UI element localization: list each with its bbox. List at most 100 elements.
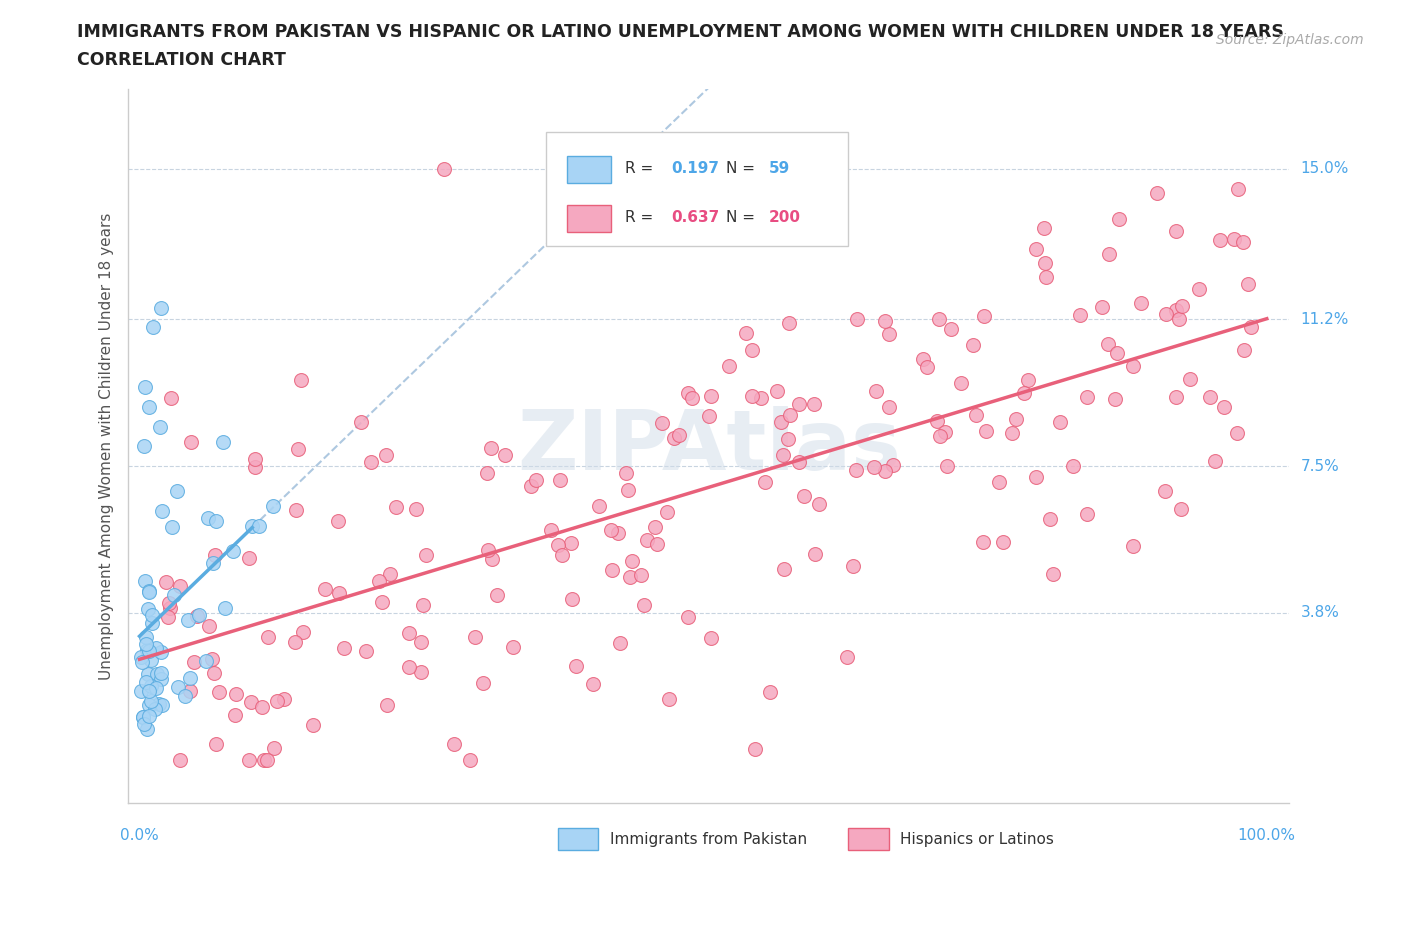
Point: [204, 737, 226, 751]
Point: [1156, 306, 1178, 321]
Point: [1062, 458, 1084, 473]
Text: 59: 59: [769, 161, 790, 177]
Point: [1122, 358, 1144, 373]
Point: [132, 710, 155, 724]
Point: [238, 752, 260, 767]
Point: [1098, 246, 1121, 261]
Point: [475, 466, 498, 481]
Point: [378, 566, 401, 581]
Point: [180, 434, 202, 449]
Point: [934, 424, 956, 439]
Point: [374, 447, 396, 462]
Point: [433, 161, 456, 176]
Point: [676, 385, 699, 400]
Point: [150, 698, 173, 712]
Point: [150, 671, 173, 686]
Point: [668, 428, 690, 443]
Point: [368, 574, 391, 589]
Point: [972, 535, 994, 550]
Point: [845, 462, 868, 477]
Point: [486, 588, 509, 603]
Point: [471, 675, 494, 690]
Point: [139, 653, 162, 668]
Point: [238, 551, 260, 565]
Point: [873, 313, 896, 328]
Point: [773, 562, 796, 577]
Point: [548, 472, 571, 487]
Point: [145, 701, 167, 716]
Point: [1017, 373, 1039, 388]
Point: [150, 300, 173, 315]
Point: [166, 679, 188, 694]
Point: [135, 674, 157, 689]
Point: [651, 416, 673, 431]
Point: [600, 523, 623, 538]
Point: [136, 667, 159, 682]
Bar: [567, 205, 612, 232]
Point: [1104, 392, 1126, 406]
Point: [155, 575, 177, 590]
Point: [519, 478, 541, 493]
Point: [787, 455, 810, 470]
Point: [332, 640, 354, 655]
Point: [862, 459, 884, 474]
Point: [149, 419, 172, 434]
Point: [928, 428, 950, 443]
Point: [621, 553, 644, 568]
Point: [157, 596, 180, 611]
Point: [676, 609, 699, 624]
Point: [787, 396, 810, 411]
Point: [1199, 390, 1222, 405]
Point: [1170, 299, 1192, 313]
Point: [1212, 400, 1234, 415]
Point: [754, 475, 776, 490]
Point: [1223, 232, 1246, 246]
Point: [138, 644, 160, 658]
Point: [647, 537, 669, 551]
Point: [561, 591, 583, 606]
Point: [644, 520, 666, 535]
Text: Immigrants from Pakistan: Immigrants from Pakistan: [610, 831, 807, 846]
Point: [1209, 232, 1232, 247]
Point: [240, 695, 263, 710]
Bar: [567, 156, 612, 183]
Point: [759, 685, 782, 700]
Point: [1188, 282, 1211, 297]
Point: [524, 472, 547, 487]
Point: [398, 626, 420, 641]
Point: [195, 654, 218, 669]
Point: [551, 548, 574, 563]
Point: [928, 312, 950, 326]
Point: [1091, 300, 1114, 315]
Point: [565, 658, 588, 673]
Point: [793, 488, 815, 503]
Point: [412, 598, 434, 613]
Point: [141, 616, 163, 631]
Bar: [547, 132, 848, 246]
Point: [540, 523, 562, 538]
Point: [1226, 181, 1249, 196]
Point: [253, 752, 276, 767]
Point: [212, 435, 235, 450]
Point: [141, 694, 163, 709]
Point: [266, 694, 288, 709]
Point: [1042, 566, 1064, 581]
Point: [138, 399, 160, 414]
Text: 0.637: 0.637: [672, 210, 720, 225]
Point: [965, 407, 987, 422]
Point: [588, 498, 610, 513]
Point: [136, 602, 159, 617]
Point: [766, 383, 789, 398]
Point: [214, 601, 236, 616]
Point: [159, 601, 181, 616]
Point: [718, 358, 741, 373]
Point: [1153, 484, 1175, 498]
Point: [464, 630, 486, 644]
Point: [1105, 345, 1128, 360]
Point: [284, 503, 307, 518]
Point: [655, 504, 678, 519]
Point: [835, 649, 858, 664]
Point: [166, 484, 188, 498]
Point: [443, 737, 465, 751]
Point: [273, 691, 295, 706]
